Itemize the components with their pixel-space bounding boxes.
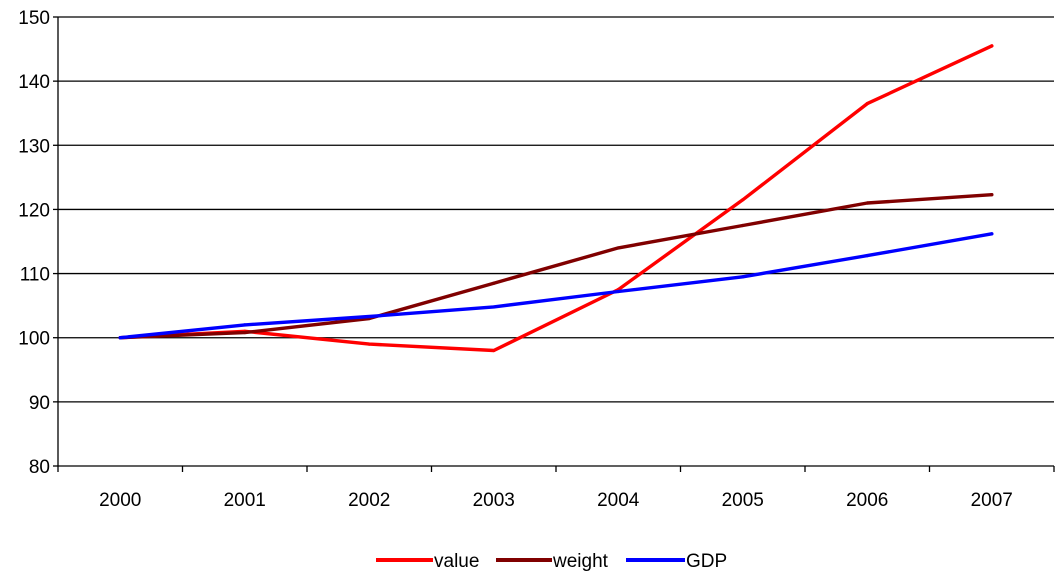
data-point-value-2005 <box>741 198 745 202</box>
legend-item-value: value <box>376 551 479 572</box>
x-axis-tick-labels: 2000 2001 2002 2003 2004 2005 2006 2007 <box>99 490 1013 511</box>
gridlines <box>58 16 1054 403</box>
y-tick-label: 140 <box>18 72 50 93</box>
y-tick-label: 110 <box>20 265 50 286</box>
data-point-weight-2006 <box>865 201 869 205</box>
legend-label-weight: weight <box>552 551 609 572</box>
data-point-value-2002 <box>367 342 371 346</box>
data-point-GDP-2005 <box>741 275 745 279</box>
series-line-GDP <box>118 232 994 340</box>
axes <box>53 16 1055 472</box>
data-point-GDP-2006 <box>865 254 869 258</box>
x-tick-label-2000: 2000 <box>99 490 141 511</box>
x-tick-label-2003: 2003 <box>473 490 515 511</box>
data-point-GDP-2000 <box>118 336 122 340</box>
data-point-weight-2005 <box>741 223 745 228</box>
series-line-weight <box>118 192 994 340</box>
y-axis-tick-labels: 80 90 100 110 120 130 140 150 <box>18 8 50 478</box>
y-tick-label: 90 <box>29 393 50 414</box>
legend-item-GDP: GDP <box>626 551 727 572</box>
data-point-GDP-2004 <box>616 289 620 294</box>
data-point-weight-2001 <box>243 330 247 335</box>
data-point-weight-2007 <box>990 193 994 197</box>
series-lines <box>118 44 994 353</box>
data-point-weight-2003 <box>492 281 496 285</box>
legend-item-weight: weight <box>496 551 609 572</box>
legend-label-GDP: GDP <box>686 551 727 572</box>
data-point-GDP-2007 <box>990 232 994 236</box>
y-tick-label: 120 <box>18 200 50 221</box>
x-tick-label-2006: 2006 <box>846 490 888 511</box>
data-point-GDP-2002 <box>367 314 371 319</box>
data-point-value-2007 <box>990 44 994 48</box>
legend: value weight GDP <box>376 551 727 572</box>
x-tick-label-2007: 2007 <box>971 490 1013 511</box>
x-tick-label-2005: 2005 <box>722 490 764 511</box>
data-point-value-2003 <box>492 348 496 353</box>
x-tick-label-2002: 2002 <box>348 490 390 511</box>
x-tick-label-2004: 2004 <box>597 490 640 511</box>
legend-label-value: value <box>434 551 479 572</box>
data-point-GDP-2001 <box>243 323 247 327</box>
y-tick-label: 100 <box>18 329 50 350</box>
data-point-value-2006 <box>865 101 869 106</box>
data-point-GDP-2003 <box>492 305 496 309</box>
x-tick-label-2001: 2001 <box>224 490 266 511</box>
y-tick-label: 130 <box>18 136 50 157</box>
y-tick-label: 150 <box>18 8 50 29</box>
series-line-value <box>118 44 994 353</box>
y-tick-label: 80 <box>29 457 50 478</box>
data-point-weight-2004 <box>616 246 620 250</box>
